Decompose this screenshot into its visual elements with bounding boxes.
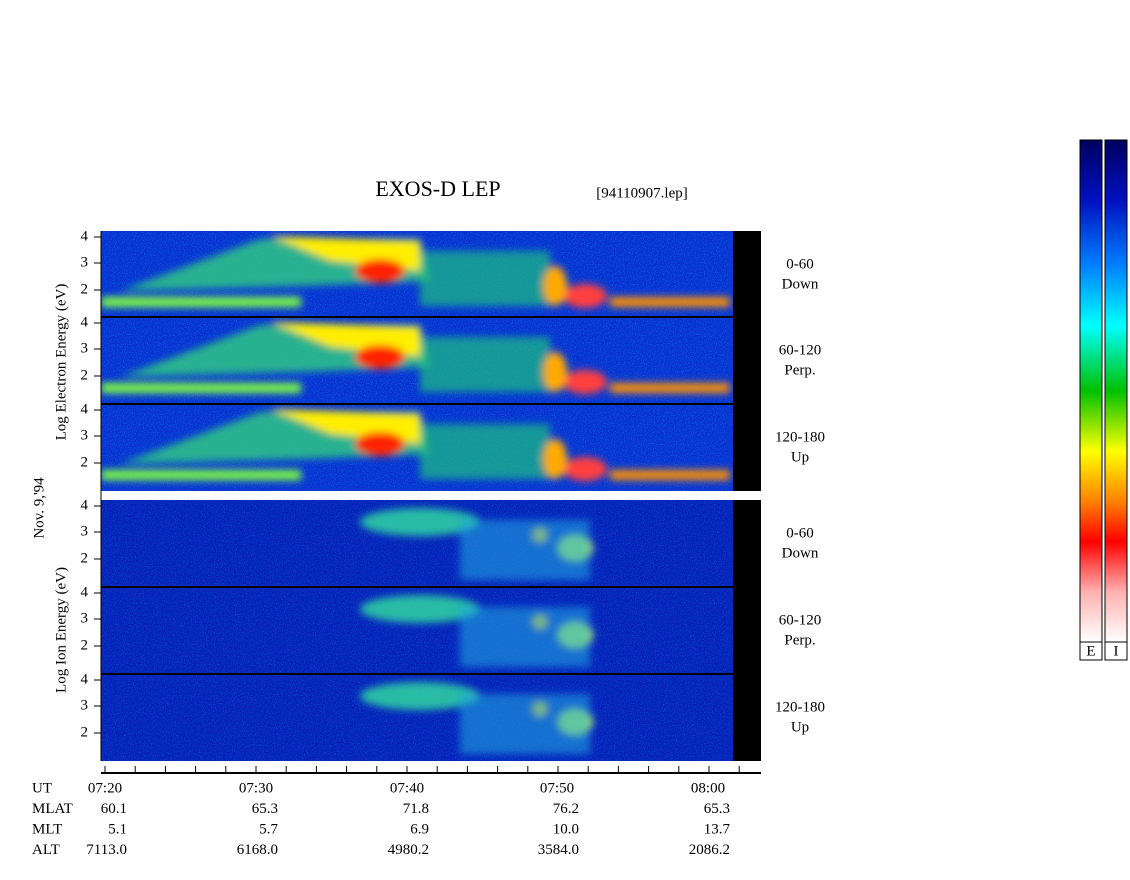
- hot: [355, 432, 405, 456]
- row-value: 5.7: [259, 821, 278, 837]
- panel-direction: Perp.: [784, 632, 815, 648]
- energy-tick-label: 2: [81, 637, 89, 653]
- low-band: [101, 297, 301, 307]
- energy-tick-label: 2: [81, 724, 89, 740]
- row-value: 60.1: [101, 801, 127, 817]
- file-name: [94110907.lep]: [596, 185, 688, 201]
- energy-tick-label: 3: [81, 610, 89, 626]
- colorbar: [1079, 139, 1103, 643]
- panel-direction: Down: [782, 545, 819, 561]
- hot: [563, 370, 607, 394]
- ion-column: [460, 694, 590, 754]
- row-value: 07:50: [540, 780, 574, 796]
- mid: [420, 251, 550, 306]
- mid: [420, 424, 550, 479]
- electron-axis-label: Log Electron Energy (eV): [53, 284, 69, 441]
- energy-tick-label: 3: [81, 427, 89, 443]
- low-band: [610, 383, 730, 393]
- row-value: 10.0: [553, 821, 579, 837]
- panel-direction: Perp.: [784, 362, 815, 378]
- warm: [543, 266, 567, 306]
- colorbar: [1104, 139, 1128, 643]
- date: Nov. 9,'94: [31, 477, 47, 539]
- row-value: 07:40: [390, 780, 424, 796]
- mid: [420, 337, 550, 392]
- energy-tick-label: 2: [81, 454, 89, 470]
- energy-tick-label: 4: [81, 584, 89, 600]
- row-name: MLT: [32, 821, 62, 837]
- energy-tick-label: 3: [81, 340, 89, 356]
- row-name: ALT: [32, 842, 60, 858]
- ion-arc: [360, 595, 480, 623]
- energy-tick-label: 4: [81, 401, 89, 417]
- panel-angle: 0-60: [786, 256, 814, 272]
- warm: [543, 352, 567, 392]
- panel-angle: 0-60: [786, 525, 814, 541]
- row-value: 3584.0: [538, 842, 579, 858]
- ion-features: [360, 508, 593, 754]
- colorbar-label: E: [1086, 643, 1095, 659]
- ion-axis-label: Log Ion Energy (eV): [53, 567, 69, 693]
- gap: [101, 491, 761, 500]
- colorbar-label-box: [1104, 641, 1128, 661]
- ion-arc: [360, 682, 480, 710]
- low-band: [101, 470, 301, 480]
- colorbar-label: I: [1114, 643, 1119, 659]
- low-band: [610, 470, 730, 480]
- panel-direction: Up: [791, 449, 809, 465]
- ion-noise: [101, 500, 733, 761]
- row-value: 65.3: [704, 801, 730, 817]
- energy-tick-label: 4: [81, 228, 89, 244]
- energy-tick-label: 2: [81, 367, 89, 383]
- panel-angle: 60-120: [779, 612, 822, 628]
- energy-tick-label: 3: [81, 697, 89, 713]
- panel-direction: Up: [791, 719, 809, 735]
- row-value: 5.1: [108, 821, 127, 837]
- row-value: 71.8: [403, 801, 429, 817]
- row-value: 76.2: [553, 801, 579, 817]
- energy-tick-label: 2: [81, 550, 89, 566]
- energy-tick-label: 3: [81, 254, 89, 270]
- hot: [355, 259, 405, 283]
- row-value: 2086.2: [689, 842, 730, 858]
- low-band: [101, 383, 301, 393]
- colorbar-label-box: [1079, 641, 1103, 661]
- row-value: 7113.0: [86, 842, 127, 858]
- energy-tick-label: 4: [81, 314, 89, 330]
- row-value: 65.3: [252, 801, 278, 817]
- row-value: 4980.2: [388, 842, 429, 858]
- panel-direction: Down: [782, 276, 819, 292]
- ion-arc: [360, 508, 480, 536]
- hot: [355, 345, 405, 369]
- row-name: MLAT: [32, 801, 73, 817]
- row-value: 13.7: [704, 821, 731, 837]
- panel-angle: 120-180: [775, 699, 825, 715]
- energy-tick-label: 2: [81, 281, 89, 297]
- row-value: 07:20: [88, 780, 122, 796]
- row-value: 07:30: [239, 780, 273, 796]
- spectrogram: [100, 231, 761, 761]
- panel-angle: 60-120: [779, 342, 822, 358]
- ion-column: [460, 607, 590, 667]
- ion-column: [460, 520, 590, 580]
- hot: [563, 457, 607, 481]
- row-value: 6.9: [410, 821, 429, 837]
- row-value: 6168.0: [237, 842, 278, 858]
- row-name: UT: [32, 780, 52, 796]
- title: EXOS-D LEP: [375, 176, 500, 201]
- hot: [563, 284, 607, 308]
- electron-features: [101, 236, 730, 481]
- energy-tick-label: 4: [81, 497, 89, 513]
- low-band: [610, 297, 730, 307]
- panel-angle: 120-180: [775, 429, 825, 445]
- warm: [543, 439, 567, 479]
- energy-tick-label: 3: [81, 523, 89, 539]
- row-value: 08:00: [691, 780, 725, 796]
- energy-tick-label: 4: [81, 671, 89, 687]
